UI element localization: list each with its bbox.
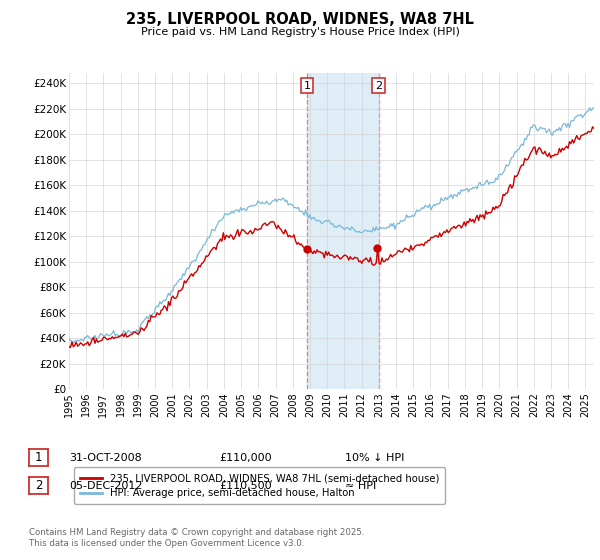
Text: ≈ HPI: ≈ HPI (345, 480, 376, 491)
Text: 1: 1 (304, 81, 311, 91)
Legend: 235, LIVERPOOL ROAD, WIDNES, WA8 7HL (semi-detached house), HPI: Average price, : 235, LIVERPOOL ROAD, WIDNES, WA8 7HL (se… (74, 468, 445, 505)
Bar (307, 73, 379, 389)
Text: 1: 1 (35, 451, 42, 464)
Text: 05-DEC-2012: 05-DEC-2012 (69, 480, 143, 491)
Text: £110,500: £110,500 (219, 480, 272, 491)
Text: Contains HM Land Registry data © Crown copyright and database right 2025.
This d: Contains HM Land Registry data © Crown c… (29, 528, 364, 548)
Text: Price paid vs. HM Land Registry's House Price Index (HPI): Price paid vs. HM Land Registry's House … (140, 27, 460, 37)
Text: 2: 2 (375, 81, 382, 91)
Text: 10% ↓ HPI: 10% ↓ HPI (345, 452, 404, 463)
Text: 2: 2 (35, 479, 42, 492)
Text: 235, LIVERPOOL ROAD, WIDNES, WA8 7HL: 235, LIVERPOOL ROAD, WIDNES, WA8 7HL (126, 12, 474, 27)
Text: 31-OCT-2008: 31-OCT-2008 (69, 452, 142, 463)
Text: £110,000: £110,000 (219, 452, 272, 463)
